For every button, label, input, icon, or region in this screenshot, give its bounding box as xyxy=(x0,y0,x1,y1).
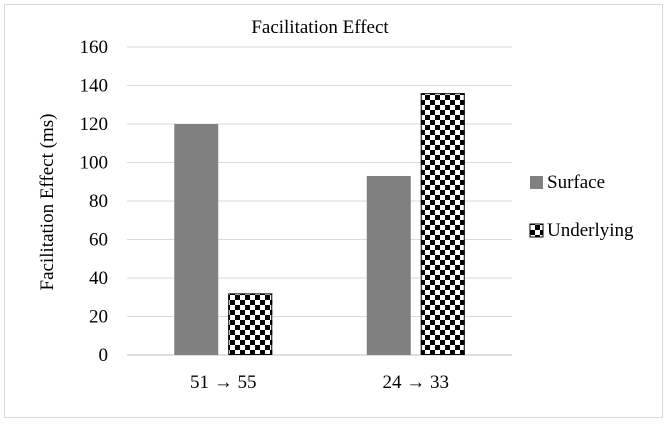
bar-underlying-1 xyxy=(228,293,273,355)
x-category-label: 24 → 33 xyxy=(383,372,450,393)
bars xyxy=(174,93,465,355)
legend-swatch-surface xyxy=(530,176,543,189)
y-axis-label: Facilitation Effect (ms) xyxy=(37,114,58,291)
y-tick-label: 20 xyxy=(89,307,108,328)
x-category-label: 51 → 55 xyxy=(190,372,257,393)
y-tick-label: 40 xyxy=(89,268,108,289)
y-tick-label: 0 xyxy=(99,345,109,366)
y-tick-label: 120 xyxy=(80,114,109,135)
x-axis-ticks: 51 → 55 24 → 33 xyxy=(190,372,449,393)
bar-outline-underlying-1 xyxy=(228,293,273,355)
y-tick-label: 140 xyxy=(80,76,109,97)
y-tick-label: 60 xyxy=(89,230,108,251)
y-axis-ticks: 0 20 40 60 80 100 120 140 160 xyxy=(80,37,109,366)
legend-label-surface: Surface xyxy=(547,172,605,193)
legend-label-underlying: Underlying xyxy=(547,220,634,241)
y-tick-label: 160 xyxy=(80,37,109,58)
bar-surface-2 xyxy=(366,175,411,355)
chart-frame xyxy=(4,4,663,418)
bar-outline-underlying-2 xyxy=(420,93,465,355)
bar-surface-1 xyxy=(174,124,219,355)
chart-title: Facilitation Effect xyxy=(251,17,389,38)
y-tick-label: 100 xyxy=(80,153,109,174)
bar-underlying-2 xyxy=(420,93,465,355)
legend-swatch-underlying xyxy=(529,223,544,238)
y-tick-label: 80 xyxy=(89,191,108,212)
legend: Surface Underlying xyxy=(529,172,634,241)
